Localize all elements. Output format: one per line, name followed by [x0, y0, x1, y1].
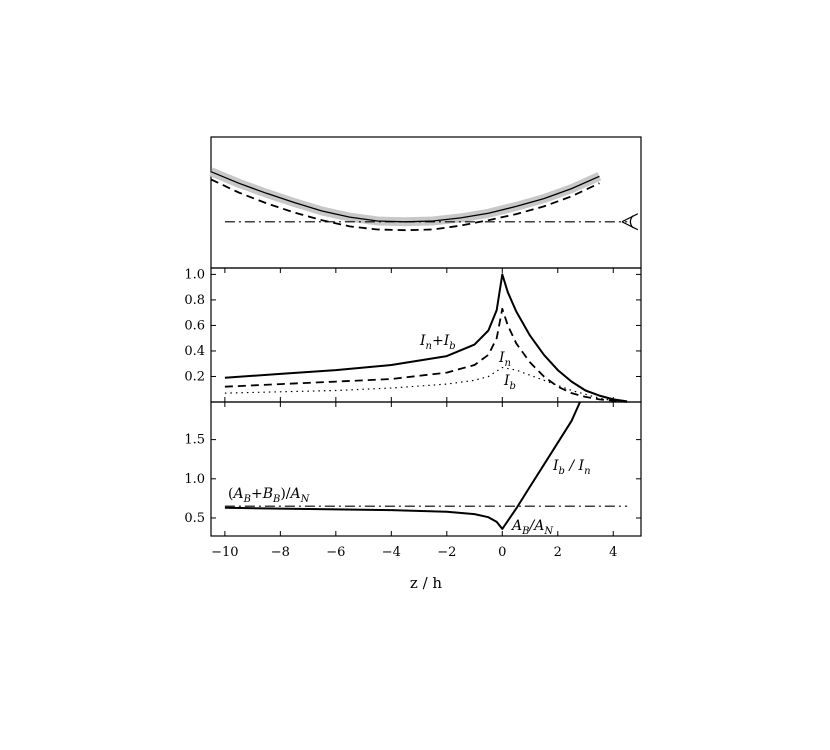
label-in-plus-ib: In+Ib	[419, 333, 456, 352]
ratio-annotations: (AB+BB)/AN Ib / In AB/AN	[228, 458, 591, 537]
x-tick-label: −2	[437, 545, 456, 560]
label-ib: Ib	[503, 373, 516, 392]
label-ab-plus-bb-over-an: (AB+BB)/AN	[228, 486, 311, 505]
x-axis-title: z / h	[410, 574, 442, 592]
intensity-series-0	[224, 273, 628, 403]
intensity-ytick-label: 0.2	[184, 369, 205, 384]
x-tick-label: −6	[326, 545, 345, 560]
x-tick-label: −4	[382, 545, 401, 560]
intensity-ytick-label: 0.4	[184, 344, 205, 359]
intensity-ytick-label: 0.6	[184, 318, 205, 333]
intensity-ytick-label: 1.0	[184, 267, 205, 282]
ratios-frame	[210, 401, 642, 537]
x-tick-label: −8	[271, 545, 290, 560]
ratios-ytick-label: 1.5	[184, 433, 205, 448]
intensity-frame	[210, 267, 642, 403]
geometry-panel	[209, 167, 639, 232]
intensity-annotations: In+Ib In Ib	[419, 333, 516, 392]
ratios-ytick-label: 1.0	[184, 472, 205, 487]
intensity-panel: 0.2 0.4 0.6 0.8 1.0	[184, 267, 641, 403]
x-tick-label: 4	[609, 545, 617, 560]
label-in: In	[498, 350, 511, 369]
x-tick-label: 2	[554, 545, 562, 560]
geometry-series-0-band	[209, 167, 602, 227]
geometry-series-1	[210, 178, 600, 232]
eye-icon	[621, 213, 639, 231]
ratios-ytick-label: 0.5	[184, 511, 205, 526]
geometry-frame	[210, 136, 642, 269]
ratios-series-0	[224, 401, 581, 530]
x-tick-label: 0	[498, 545, 506, 560]
ratio-panel: 0.5 1.0 1.5	[184, 401, 641, 530]
label-ib-over-in: Ib / In	[552, 458, 591, 477]
intensity-series-1	[224, 307, 628, 403]
label-ab-over-an: AB/AN	[510, 518, 554, 537]
panel-frames	[210, 136, 642, 537]
x-axis: −10 −8 −6 −4 −2 0 2 4	[211, 268, 617, 560]
x-tick-label: −10	[211, 545, 238, 560]
intensity-ytick-label: 0.8	[184, 293, 205, 308]
